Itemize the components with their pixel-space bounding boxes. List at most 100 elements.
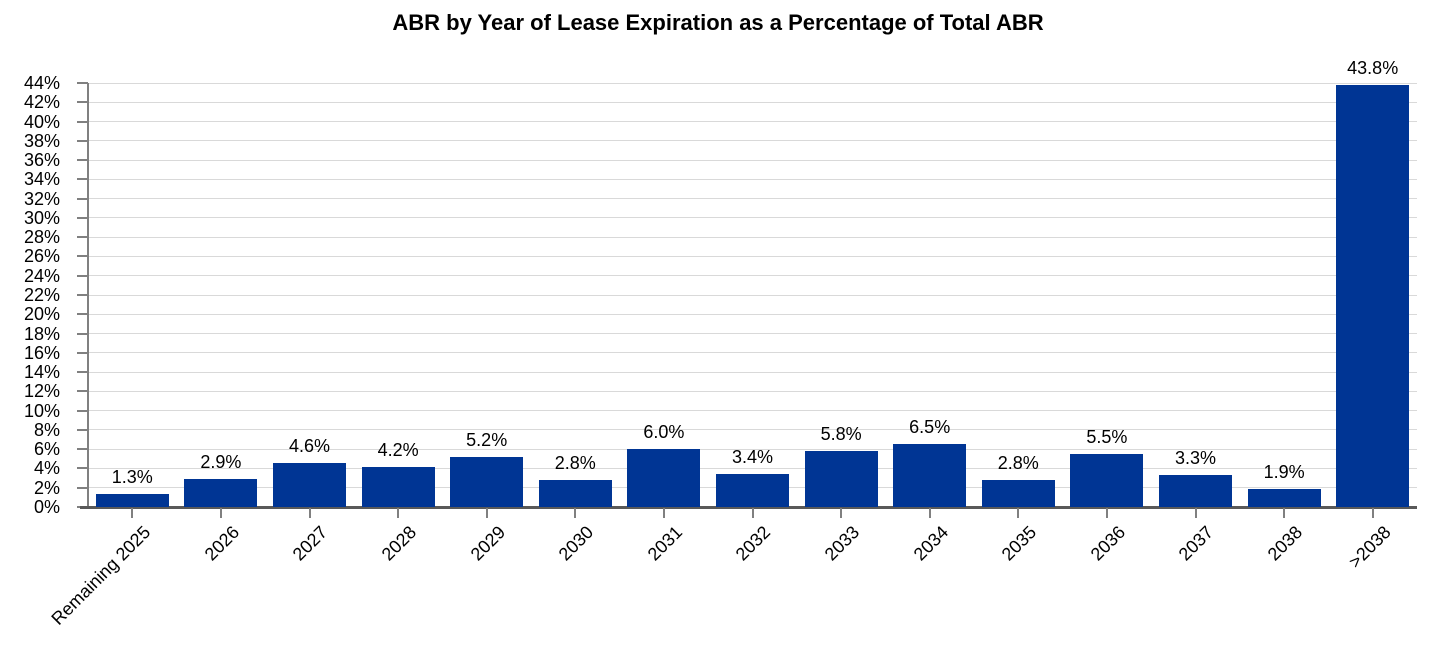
y-axis-label-18: 18% (23, 323, 60, 344)
gridline-26 (88, 255, 1417, 257)
x-axis-label-gt-2038: >2038 (1344, 522, 1395, 572)
y-axis-label-12: 12% (23, 381, 60, 402)
bar-value-label-2031: 6.0% (643, 422, 685, 443)
gridline-22 (88, 294, 1417, 296)
y-axis-label-22: 22% (23, 285, 60, 305)
y-axis-label-20: 20% (23, 304, 60, 325)
gridline-44 (88, 82, 1417, 84)
bar-2036 (1070, 454, 1144, 507)
y-axis-tick (77, 101, 88, 104)
y-axis (87, 83, 89, 507)
bar-gt-2038 (1336, 84, 1410, 507)
x-axis-tick (1105, 508, 1108, 518)
bar-value-label-2033: 5.8% (820, 424, 862, 445)
gridline-36 (88, 159, 1417, 161)
y-axis-tick (77, 82, 88, 84)
x-axis-tick (219, 508, 222, 518)
gridline-8 (88, 429, 1417, 431)
x-axis-label-2026: 2026 (200, 522, 244, 565)
y-axis-label-40: 40% (23, 111, 60, 132)
x-axis-label-2038: 2038 (1263, 522, 1307, 565)
x-axis-tick (928, 508, 931, 518)
bar-2032 (716, 474, 789, 507)
x-axis-tick (751, 508, 754, 518)
y-axis-tick (77, 255, 88, 258)
gridline-16 (88, 352, 1417, 354)
gridline-28 (88, 236, 1417, 238)
y-axis-label-4: 4% (33, 458, 60, 479)
y-axis-tick (77, 120, 88, 123)
x-axis-label-2032: 2032 (732, 522, 775, 565)
y-axis-tick (77, 159, 88, 162)
y-axis-label-42: 42% (23, 92, 60, 113)
bar-2035 (981, 480, 1055, 507)
y-axis-tick (77, 448, 88, 451)
bar-2037 (1159, 475, 1232, 507)
bar-value-label-2028: 4.2% (377, 439, 419, 460)
x-axis-tick (1017, 508, 1020, 518)
x-axis-tick (662, 508, 665, 518)
x-axis-label-2033: 2033 (820, 522, 864, 565)
bar-2028 (361, 466, 435, 507)
gridline-34 (88, 178, 1417, 180)
gridline-38 (88, 140, 1417, 142)
gridline-40 (88, 121, 1417, 123)
bar-value-label-2030: 2.8% (554, 453, 596, 474)
gridline-18 (88, 333, 1417, 335)
bar-2034 (893, 444, 967, 507)
bar-value-label-2034: 6.5% (909, 417, 951, 438)
x-axis-label-remaining-2025: Remaining 2025 (47, 522, 155, 629)
bar-2026 (184, 479, 258, 507)
x-axis-label-2034: 2034 (909, 522, 952, 565)
y-axis-tick (77, 274, 88, 277)
bar-value-label-2037: 3.3% (1174, 448, 1217, 469)
gridline-12 (88, 390, 1417, 392)
bar-value-label-2035: 2.8% (997, 453, 1039, 474)
y-axis-label-0: 0% (33, 497, 60, 517)
y-axis-tick (77, 428, 88, 431)
gridline-30 (88, 217, 1417, 219)
y-axis-label-44: 44% (23, 73, 60, 93)
y-axis-tick (77, 139, 88, 142)
gridline-42 (88, 101, 1417, 103)
y-axis-tick (77, 371, 88, 374)
y-axis-label-36: 36% (23, 150, 60, 171)
bar-value-label-2038: 1.9% (1263, 461, 1305, 482)
x-axis-tick (1371, 508, 1374, 518)
bar-value-label-2032: 3.4% (731, 447, 774, 468)
x-axis-label-2035: 2035 (997, 522, 1041, 565)
x-axis-tick (574, 508, 577, 518)
y-axis-label-14: 14% (23, 362, 60, 383)
x-axis-tick (308, 508, 311, 518)
y-axis-label-30: 30% (23, 207, 60, 228)
x-axis-tick (485, 508, 488, 518)
gridline-4 (88, 467, 1417, 469)
y-axis-label-6: 6% (33, 439, 60, 460)
bar-2038 (1247, 488, 1321, 507)
y-axis-label-24: 24% (23, 265, 60, 286)
x-axis-label-2030: 2030 (554, 522, 598, 565)
y-axis-tick (77, 236, 88, 239)
x-axis-label-2027: 2027 (289, 522, 332, 565)
y-axis-label-26: 26% (23, 246, 60, 267)
y-axis-tick (77, 486, 88, 489)
y-axis-label-38: 38% (23, 130, 60, 151)
bar-2031 (627, 449, 701, 507)
y-axis-label-2: 2% (33, 477, 60, 498)
bar-value-label-2026: 2.9% (200, 452, 242, 473)
y-axis-tick (77, 197, 88, 200)
x-axis-tick (131, 508, 134, 518)
x-axis-label-2037: 2037 (1175, 522, 1218, 565)
gridline-6 (88, 448, 1417, 450)
bar-remaining-2025 (95, 494, 169, 507)
y-axis-tick (77, 178, 88, 181)
x-axis-label-2036: 2036 (1086, 522, 1130, 565)
y-axis-label-34: 34% (23, 169, 60, 190)
bar-value-label-remaining-2025: 1.3% (111, 467, 153, 488)
gridline-10 (88, 410, 1417, 412)
y-axis-tick (77, 351, 88, 354)
y-axis-tick (77, 216, 88, 219)
gridline-14 (88, 371, 1417, 373)
